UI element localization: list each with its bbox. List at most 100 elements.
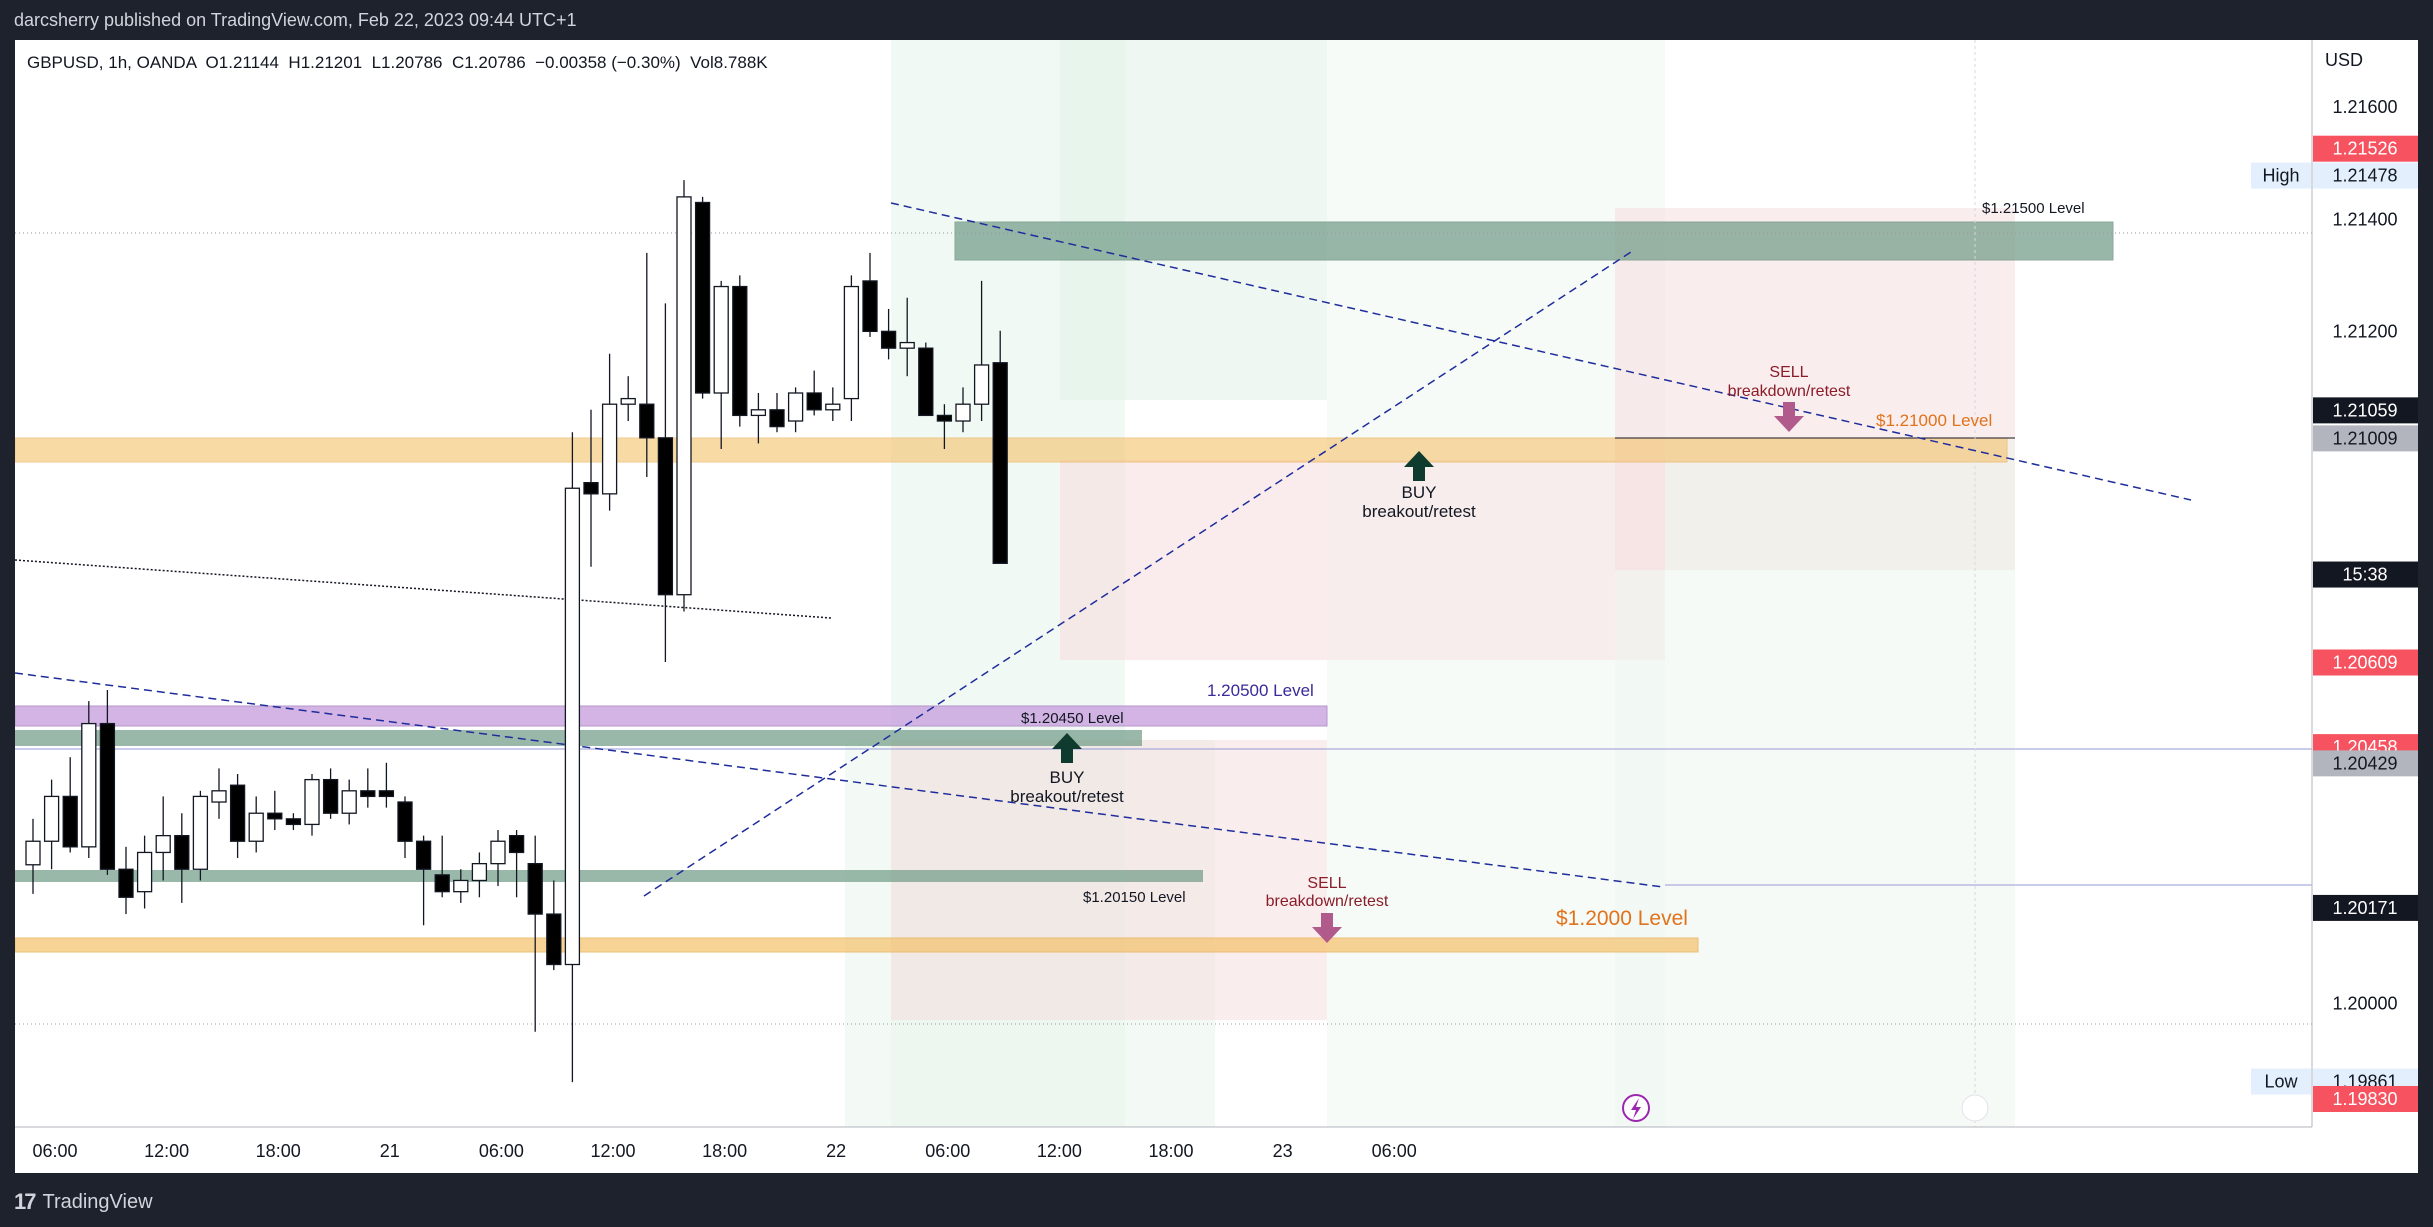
price-tag-label: High [2262,166,2299,186]
price-tag-value: 1.21526 [2332,139,2397,159]
candle-body [322,778,339,814]
candle-layer [25,180,1008,1083]
price-tag-label-bg [2251,162,2311,189]
sell-2-title: SELL [1307,875,1346,892]
zone-layer [845,40,2015,1127]
candle-body [192,795,209,870]
time-tick-label: 12:00 [1037,1141,1082,1161]
candle-body [508,834,525,854]
buy-2-subtitle: breakout/retest [1010,787,1124,806]
candle-body [583,481,599,495]
price-tag-value: 15:38 [2342,565,2387,585]
price-tick-label: 1.21200 [2332,321,2397,341]
candle-body [843,285,860,400]
candle-body [825,403,841,411]
time-tick-label: 21 [380,1141,400,1161]
level-20500-label: 1.20500 Level [1207,681,1314,700]
chart-canvas[interactable]: $1.21500 Level $1.21000 Level 1.20500 Le… [15,40,2418,1173]
annotation-layer: $1.21500 Level $1.21000 Level 1.20500 Le… [1010,200,2085,1122]
tradingview-logo-icon: 17 [14,1189,37,1214]
candle-body [769,409,785,428]
buy-2-title: BUY [1050,768,1085,787]
price-tag-value: 1.20429 [2332,753,2397,773]
price-tag [2313,397,2418,424]
price-tag [2313,162,2418,189]
level-band-21500 [954,221,2114,261]
candle-body [527,863,543,915]
time-tick-label: 06:00 [925,1141,970,1161]
level-21500-label: $1.21500 Level [1982,200,2085,217]
level-band-20000 [15,937,1699,953]
candle-body [899,341,915,349]
price-tag [2313,894,2418,921]
trendline-layer [15,202,2192,897]
position-zone-4 [1327,460,1665,660]
candle-body [973,364,990,405]
trendline-3 [15,559,832,619]
trendline-1 [15,672,1664,888]
price-tag [2313,750,2418,777]
price-tick-label: 1.20000 [2332,994,2397,1014]
level-20000-label: $1.2000 Level [1556,907,1688,930]
time-tick-label: 12:00 [144,1141,189,1161]
price-axis-bg [2312,40,2418,1173]
price-tag-value: 1.21009 [2332,428,2397,448]
publisher-text: darcsherry published on TradingView.com,… [14,10,577,30]
time-tick-label: 06:00 [479,1141,524,1161]
candle-body [490,840,506,865]
candle-body [694,201,711,394]
buy-1-title: BUY [1402,483,1437,502]
price-tag-value: 1.20609 [2332,653,2397,673]
price-tag-value: 1.20171 [2332,898,2397,918]
candle-body [434,874,450,893]
candle-body [25,840,41,866]
sell-1-subtitle: breakdown/retest [1728,383,1851,400]
time-tick-label: 18:00 [1148,1141,1193,1161]
level-21000-label: $1.21000 Level [1876,411,1992,430]
price-tag [2313,1085,2418,1112]
candle-body [955,403,971,422]
candle-body [564,487,581,966]
candle-body [639,403,655,439]
position-zone-6 [1615,570,2015,1127]
price-tick-label: 1.21600 [2332,97,2397,117]
lightning-bolt-icon [1631,1098,1641,1119]
candle-body [378,790,395,798]
candle-body [43,795,60,842]
publisher-header: darcsherry published on TradingView.com,… [0,0,2433,40]
candle-body [620,397,636,405]
price-tag-value: 1.21478 [2332,166,2397,186]
time-tick-label: 06:00 [1372,1141,1417,1161]
buy-2-arrow-icon [1052,733,1082,763]
candle-body [732,285,748,417]
price-tag-value: 1.21059 [2332,400,2397,420]
level-band-21000 [15,437,2008,463]
candle-body [862,280,878,333]
candle-body [546,913,562,966]
buy-1-subtitle: breakout/retest [1362,502,1476,521]
candle-body [936,414,953,422]
candle-body [285,818,302,826]
replay-dot-icon[interactable] [1961,1094,1989,1122]
time-axis-bg [15,1127,2418,1173]
candle-body [992,362,1008,564]
candle-body [601,403,618,495]
time-tick-label: 18:00 [256,1141,301,1161]
sell-2-subtitle: breakdown/retest [1266,893,1389,910]
tradingview-logo[interactable]: 17 TradingView [14,1189,153,1215]
candle-body [248,812,264,842]
position-zone-1 [1060,40,1327,400]
candle-body [880,330,897,349]
chart-area[interactable]: $1.21500 Level $1.21000 Level 1.20500 Le… [15,40,2418,1173]
price-tick-label: 1.21400 [2332,209,2397,229]
price-tag-layer: 1.21526 1.21478 High 1.21059 1.21009 15:38 1.2… [2251,135,2418,1112]
time-tick-layer: 06:00 12:00 18:00 21 06:00 12:00 18:00 22 06:00 1… [32,1141,1416,1161]
candle-body [676,196,692,596]
price-tag [2313,135,2418,162]
level-20450-label: $1.20450 Level [1021,710,1124,727]
candle-body [471,863,488,882]
candle-body [211,790,227,803]
price-tag-label-bg [2251,1068,2311,1095]
tradingview-brand: TradingView [42,1190,153,1213]
price-tag [2313,649,2418,676]
